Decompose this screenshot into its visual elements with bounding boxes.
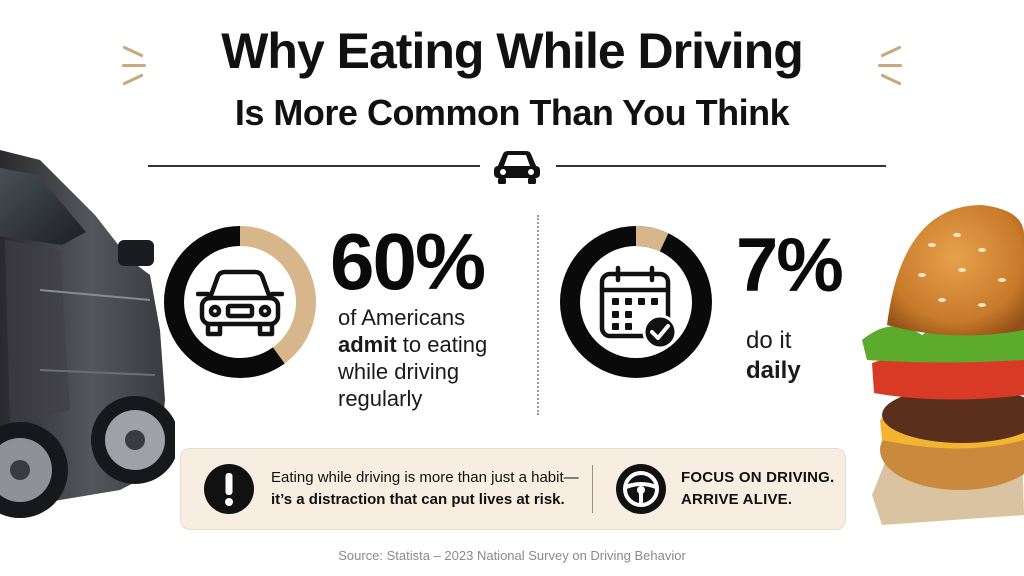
banner-cta-line-1: FOCUS ON DRIVING. (681, 469, 835, 486)
stat-1-line-3: while driving (338, 359, 460, 384)
divider-left (148, 165, 480, 167)
stat-1-line-4: regularly (338, 386, 423, 411)
right-sparkle-icon (876, 45, 906, 86)
title-line-2: Is More Common Than You Think (234, 92, 790, 133)
stat-2-description: do it daily (746, 326, 866, 386)
stat-2-ring (560, 226, 712, 378)
stat-1-line-1: of Americans (338, 305, 466, 330)
car-icon (494, 151, 540, 184)
title-line-1: Why Eating While Driving (221, 23, 804, 79)
banner-cta: FOCUS ON DRIVING. ARRIVE ALIVE. (681, 467, 841, 511)
steering-wheel-icon (616, 464, 666, 514)
stat-1-ring (164, 226, 316, 378)
stat-2-line-2-bold: daily (746, 357, 801, 384)
banner-separator (592, 465, 593, 513)
stat-1-line-2-rest: to eating (396, 332, 488, 357)
banner-message-line-1: Eating while driving is more than just a… (271, 469, 579, 486)
stat-1-ring-fill (164, 226, 316, 378)
vertical-separator (537, 215, 539, 415)
exclamation-icon (204, 464, 254, 514)
source-citation: Source: Statista – 2023 National Survey … (338, 548, 686, 563)
stat-1-value: 60% (330, 217, 486, 306)
stat-2-value: 7% (736, 223, 844, 308)
banner-message-line-2: it’s a distraction that can put lives at… (271, 491, 565, 508)
stat-1-line-2-bold: admit (338, 332, 397, 357)
calendar-check-icon (599, 265, 678, 350)
stat-2-line-2: daily (746, 356, 866, 386)
stat-1-description: of Americans admit to eating while drivi… (338, 304, 528, 412)
stat-2-ring-fill (560, 226, 712, 378)
banner-message: Eating while driving is more than just a… (271, 467, 581, 511)
car-front-icon (196, 269, 284, 337)
stat-2-line-1: do it (746, 327, 792, 354)
stat-1-line-2: admit to eating (338, 331, 528, 358)
warning-banner: Eating while driving is more than just a… (180, 448, 846, 530)
burger-image (862, 205, 1024, 525)
banner-cta-line-2: ARRIVE ALIVE. (681, 491, 793, 508)
left-sparkle-icon (122, 45, 152, 86)
car-image (0, 150, 175, 518)
divider-right (556, 165, 886, 167)
